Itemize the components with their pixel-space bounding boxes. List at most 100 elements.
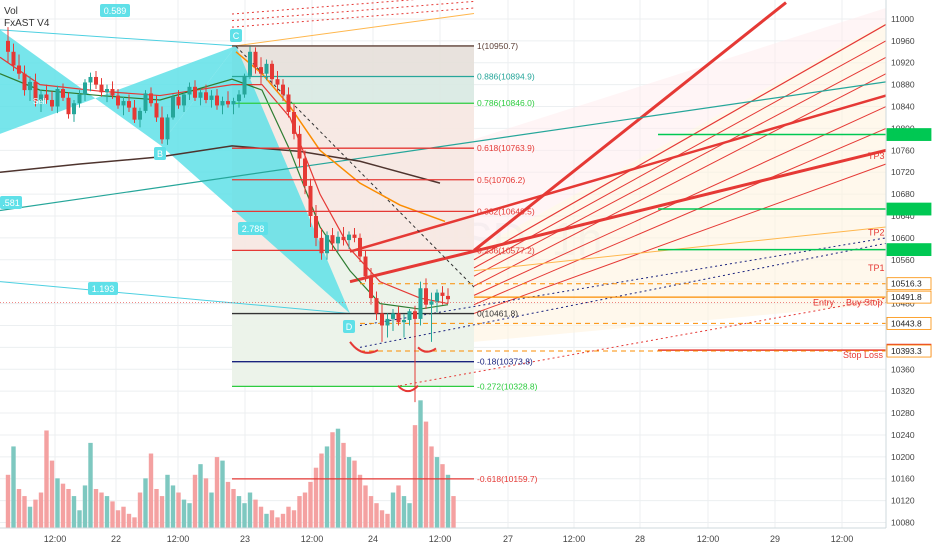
channel-line [349, 148, 887, 284]
candle-body [336, 236, 340, 244]
candle-body [347, 234, 351, 241]
volume-bar [44, 430, 49, 528]
trade-label: TP2 [868, 227, 885, 237]
candle-body [77, 94, 82, 104]
volume-bar [209, 492, 214, 528]
volume-bar [297, 496, 302, 528]
volume-bar [38, 492, 44, 528]
candle-body [391, 313, 395, 319]
price-tag-bg [886, 243, 932, 257]
volume-bar [324, 446, 330, 528]
volume-bar [275, 517, 280, 528]
candle-body [402, 320, 406, 323]
candle-body [176, 96, 181, 106]
channel-line [231, 12, 475, 47]
candle-body [94, 76, 98, 85]
volume-bar [77, 510, 82, 528]
candle-body [226, 101, 230, 105]
candle-body [44, 94, 49, 100]
candle-body [138, 110, 142, 120]
pattern-arc [397, 384, 419, 393]
x-tick-label: 12:00 [831, 534, 854, 544]
volume-bars [5, 400, 456, 528]
volume-bar [11, 446, 16, 528]
candle-body [259, 67, 263, 74]
fan-fill [474, 21, 886, 342]
y-tick-label: 11000 [891, 14, 914, 24]
ma-long [0, 145, 441, 184]
candle-body [132, 107, 137, 120]
volume-bar [396, 485, 401, 528]
point-label: B [157, 149, 163, 159]
dotted-trend [235, 45, 475, 288]
y-tick-label: 10360 [891, 364, 915, 374]
candle-body [374, 298, 379, 314]
volume-bar [165, 474, 170, 528]
trade-label: TP1 [868, 263, 885, 273]
volume-bar [104, 496, 110, 528]
fib-label: 0.786(10846.0) [477, 98, 535, 108]
channel-line [473, 23, 887, 261]
point-label: C [233, 31, 240, 41]
point-label-bg [343, 320, 355, 333]
y-tick-label: 10760 [891, 145, 915, 155]
candle-body [55, 89, 60, 107]
candle-body [314, 216, 318, 238]
dotted-trend [231, 0, 416, 15]
volume-bar [434, 457, 440, 528]
y-tick-label: 10920 [891, 58, 915, 68]
sell-label: Sell [33, 97, 47, 106]
volume-bar [154, 488, 159, 528]
ratio-label: 0.589 [104, 6, 127, 16]
fib-label: 0.382(10648.5) [477, 206, 535, 216]
candle-body [358, 237, 362, 257]
price-tag: 10516.3 [891, 279, 922, 289]
x-tick-label: 29 [770, 534, 780, 544]
point-label-bg [154, 147, 166, 160]
legend-item-fxast[interactable]: FxAST V4 [4, 18, 50, 29]
ratio-label: 1.193 [92, 284, 115, 294]
channel-line [473, 73, 887, 287]
candle-body [209, 95, 214, 100]
volume-bar [423, 421, 429, 528]
volume-bar [137, 492, 143, 528]
fib-levels: 1(10950.7) 0.886(10894.9) 0.786(10846.0) 0.… [232, 41, 538, 484]
volume-bar [308, 481, 313, 528]
ma-faster [0, 73, 449, 310]
price-tag: 10578.6 [891, 245, 922, 255]
trade-label: Stop Loss [843, 350, 884, 360]
ratio-label: 2.788 [242, 224, 265, 234]
volume-bar [121, 506, 126, 528]
candle-body [193, 86, 197, 98]
candle-body [105, 89, 109, 93]
ratio-label-bg [100, 4, 130, 17]
volume-bar [247, 492, 253, 528]
volume-bar [99, 492, 104, 528]
fib-label: -0.618(10159.7) [477, 474, 538, 484]
candle-body [149, 93, 153, 104]
candle-body [319, 237, 324, 254]
harmonic-xd [0, 281, 351, 315]
volume-bar [363, 485, 368, 528]
candle-body [281, 84, 285, 95]
candle-body [369, 276, 373, 299]
candle-body [396, 313, 401, 323]
volume-bar [379, 510, 385, 528]
volume-bar [451, 496, 456, 528]
candle-body [440, 292, 445, 296]
y-tick-label: 10880 [891, 80, 915, 90]
candle-body [253, 51, 258, 68]
candle-body [28, 81, 32, 91]
candle-body [99, 84, 104, 93]
volume-bar [352, 460, 357, 528]
volume-bar [126, 513, 132, 528]
candle-body [330, 235, 335, 244]
candle-body [248, 51, 252, 76]
y-tick-label: 10160 [891, 474, 915, 484]
x-tick-label: 12:00 [429, 534, 452, 544]
x-tick-label: 12:00 [697, 534, 720, 544]
trade-label: Entry [813, 297, 835, 307]
legend-item-vol[interactable]: Vol [4, 6, 18, 17]
